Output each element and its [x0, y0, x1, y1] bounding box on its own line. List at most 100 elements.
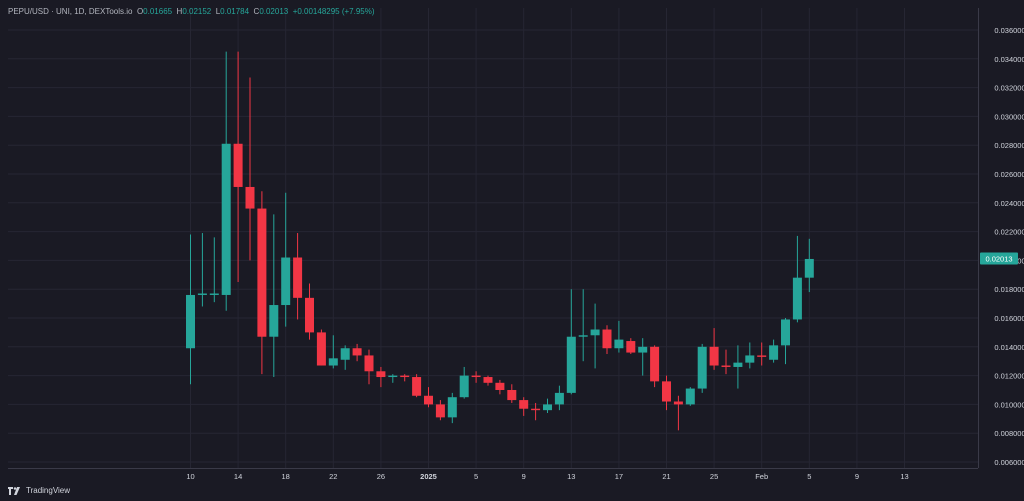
candle[interactable]	[221, 51, 231, 311]
candle[interactable]	[209, 237, 219, 303]
candle[interactable]	[471, 371, 481, 383]
candle[interactable]	[804, 238, 814, 293]
candle-body	[186, 294, 195, 349]
candle[interactable]	[424, 387, 433, 408]
candle-body	[662, 381, 671, 402]
candle[interactable]	[412, 374, 422, 398]
low-value: 0.01784	[220, 7, 250, 16]
candle[interactable]	[495, 379, 505, 395]
candle[interactable]	[281, 192, 291, 327]
candle-body	[305, 297, 314, 333]
candle[interactable]	[578, 289, 588, 362]
candle[interactable]	[590, 303, 600, 369]
x-tick-label: 13	[900, 472, 908, 481]
candle-body	[543, 404, 552, 411]
candle[interactable]	[602, 325, 612, 354]
symbol-label: PEPU/USD · UNI, 1D, DEXTools.io	[8, 7, 133, 16]
candle[interactable]	[459, 366, 469, 399]
candle[interactable]	[685, 387, 695, 406]
high-label: H	[176, 7, 183, 16]
candles[interactable]	[186, 51, 814, 431]
candle[interactable]	[745, 342, 755, 369]
candle[interactable]	[733, 345, 743, 389]
x-tick-label: 5	[474, 472, 478, 481]
candle-body	[578, 335, 588, 337]
candle-body	[519, 400, 529, 409]
low-label: L	[215, 7, 221, 16]
candle[interactable]	[709, 328, 719, 370]
candle[interactable]	[650, 345, 660, 388]
legend-header: PEPU/USD · UNI, 1D, DEXTools.io O0.01665…	[8, 7, 375, 16]
candle[interactable]	[328, 335, 338, 369]
candle[interactable]	[543, 398, 552, 414]
y-tick-label: 0.018000	[994, 285, 1024, 294]
candle[interactable]	[769, 339, 779, 363]
candle[interactable]	[447, 392, 457, 424]
candle[interactable]	[233, 51, 243, 282]
y-tick-label: 0.028000	[994, 141, 1024, 150]
candle[interactable]	[305, 283, 314, 340]
candle[interactable]	[781, 318, 790, 365]
candle[interactable]	[566, 289, 576, 395]
candle-body	[352, 348, 362, 356]
candle[interactable]	[662, 375, 671, 411]
candle[interactable]	[186, 234, 195, 385]
candle[interactable]	[673, 395, 683, 431]
candle[interactable]	[757, 342, 767, 366]
candle-body	[447, 397, 457, 418]
y-tick-label: 0.032000	[994, 84, 1024, 93]
candle[interactable]	[483, 375, 493, 386]
candle[interactable]	[340, 345, 350, 370]
candle[interactable]	[721, 349, 731, 375]
candle-body	[745, 355, 755, 363]
candle[interactable]	[293, 233, 303, 320]
time-axis[interactable]: 10 14 18 22 26 2025 5 9 13 17 21 25 Feb 5 9 13	[186, 472, 908, 481]
candle[interactable]	[507, 384, 517, 403]
candle[interactable]	[614, 320, 624, 353]
candle[interactable]	[352, 343, 362, 362]
candle-body	[733, 362, 743, 367]
candle-body	[614, 339, 624, 349]
candle[interactable]	[245, 77, 255, 261]
x-tick-label: 26	[377, 472, 385, 481]
candle[interactable]	[792, 235, 802, 323]
x-tick-label: 25	[710, 472, 718, 481]
candle[interactable]	[316, 329, 326, 366]
candle[interactable]	[257, 191, 267, 375]
y-tick-label: 0.024000	[994, 199, 1024, 208]
candle-body	[566, 336, 576, 393]
candle-body	[424, 395, 433, 405]
x-tick-label: 5	[807, 472, 811, 481]
candle-body	[459, 375, 469, 398]
candle[interactable]	[638, 338, 648, 376]
candle-body	[209, 293, 219, 295]
candle-body	[388, 375, 398, 378]
candle[interactable]	[626, 338, 636, 354]
candle[interactable]	[400, 374, 410, 382]
candle[interactable]	[388, 374, 398, 383]
x-tick-label: 9	[855, 472, 859, 481]
candle[interactable]	[376, 366, 386, 388]
x-tick-label: 9	[522, 472, 526, 481]
candle-body	[483, 377, 493, 383]
candle[interactable]	[554, 385, 564, 411]
y-tick-label: 0.022000	[994, 228, 1024, 237]
y-tick-label: 0.010000	[994, 400, 1024, 409]
candle[interactable]	[197, 233, 207, 307]
candle[interactable]	[364, 349, 374, 385]
tradingview-branding[interactable]: TradingView	[8, 486, 70, 495]
candle[interactable]	[697, 343, 707, 393]
candle[interactable]	[519, 397, 529, 416]
candle-body	[412, 377, 422, 396]
candle-body	[650, 346, 660, 382]
candle[interactable]	[269, 214, 279, 378]
candle[interactable]	[531, 402, 541, 421]
candle[interactable]	[435, 400, 445, 421]
high-value: 0.02152	[182, 7, 212, 16]
candle-body	[471, 375, 481, 378]
candle-body	[293, 257, 303, 298]
candle-body	[197, 293, 207, 295]
candle-body	[531, 408, 541, 411]
candle-body	[316, 332, 326, 366]
